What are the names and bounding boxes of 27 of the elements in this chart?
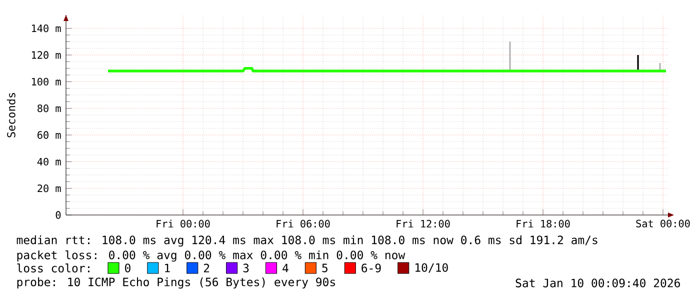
text: probe: 10 ICMP Echo Pings (56 Bytes) every 90s [17, 277, 335, 289]
y-tick-label: 120 m [32, 51, 61, 59]
legend-label: 6-9 [362, 264, 381, 272]
x-tick-label: Fri 00:00 [156, 220, 210, 228]
y-tick-label: 60 m [38, 131, 61, 139]
y-tick-label: 40 m [37, 158, 61, 166]
legend-label: 4 [282, 264, 288, 272]
legend-title: loss color: [17, 264, 90, 272]
legend-label: 5 [322, 264, 328, 272]
y-axis-title: Seconds [6, 93, 16, 138]
legend-label: 1 [165, 264, 170, 272]
y-tick-label: 140 m [32, 24, 61, 32]
x-tick-label: Sat 00:00 [636, 220, 690, 228]
legend-label: 2 [204, 264, 210, 272]
x-tick-label: Fri 06:00 [276, 220, 330, 228]
y-tick-label: 0 [56, 211, 61, 219]
legend-label: 0 [125, 264, 130, 272]
y-tick-label: 20 m [38, 184, 61, 192]
text: median rtt: 108.0 ms avg 120.4 ms max 108.0 ms min 108.0 ms now 0.6 ms sd 191.2 am/s [16, 235, 598, 247]
text: packet loss: 0.00 % avg 0.00 % max 0.00 % min 0.00 % now [17, 250, 406, 262]
x-tick-label: Fri 12:00 [396, 220, 450, 228]
x-tick-label: Fri 18:00 [516, 220, 570, 228]
legend-label: 3 [243, 264, 249, 272]
legend-label: 10/10 [416, 263, 448, 273]
y-tick-label: 100 m [32, 78, 61, 86]
text: Sat Jan 10 00:09:40 2026 [516, 278, 680, 288]
y-tick-label: 80 m [38, 104, 61, 112]
